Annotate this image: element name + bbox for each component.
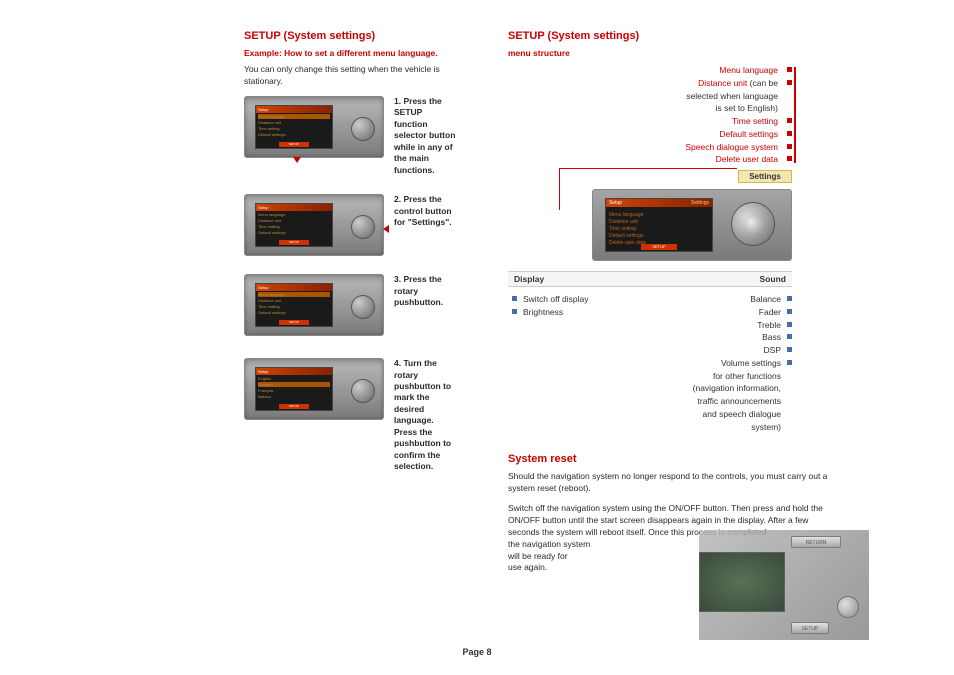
display-item-brightness: Brightness	[523, 306, 563, 319]
big-knob-icon	[731, 202, 775, 246]
tree-default-settings: Default settings	[719, 129, 778, 139]
lcd-header-4: Setup	[256, 368, 332, 375]
heading-system-reset: System reset	[508, 453, 832, 465]
lcd-header-3: Setup	[256, 284, 332, 291]
sound-line5: and speech dialogue	[703, 408, 781, 421]
big-lcd: SetupSettings Menu language Distance uni…	[605, 198, 713, 252]
corner-device-image: RETURN SETUP	[699, 530, 869, 640]
arrow-left-icon	[383, 225, 389, 233]
lcd-3: Setup Menu language Distance unit Time s…	[255, 283, 333, 327]
arrow-down-icon	[293, 157, 301, 163]
tree-dist-line2: selected when language	[686, 91, 778, 101]
display-header: Display	[514, 274, 544, 284]
knob-icon	[351, 117, 375, 141]
lcd-header-1: Setup	[256, 106, 332, 113]
step-2-row: Setup Menu language Distance unit Time s…	[244, 194, 456, 256]
sound-line4: traffic announcements	[698, 395, 781, 408]
tree-time-setting: Time setting	[732, 116, 778, 126]
step-3-row: Setup Menu language Distance unit Time s…	[244, 274, 456, 336]
display-item-switch-off: Switch off display	[523, 293, 589, 306]
subhead-menu-structure: menu structure	[508, 48, 832, 58]
settings-label-block: Settings	[738, 170, 792, 183]
step-1-row: Setup Menu language Distance unit Time s…	[244, 96, 456, 176]
step-4-text: 4. Turn the rotary pushbutton to mark th…	[394, 358, 456, 473]
tree-speech-dialogue: Speech dialogue system	[685, 142, 778, 152]
tree-distance-unit: Distance unit (can be	[698, 78, 778, 88]
intro-text: You can only change this setting when th…	[244, 64, 456, 88]
sound-dsp: DSP	[764, 344, 781, 357]
knob-icon	[351, 379, 375, 403]
display-sound-header: Display Sound	[508, 271, 792, 287]
lcd-2: Setup Menu language Distance unit Time s…	[255, 203, 333, 247]
tree-dist-line3: is set to English)	[716, 103, 778, 113]
tree-delete-user-data: Delete user data	[716, 154, 778, 164]
power-button-icon	[837, 596, 859, 618]
sound-bass: Bass	[762, 331, 781, 344]
big-nav-screen: SetupSettings Menu language Distance uni…	[592, 189, 792, 261]
step-1-text: 1. Press the SETUP function selector but…	[394, 96, 456, 176]
page-number: Page 8	[462, 647, 491, 657]
step-4-row: Setup English Deutsch Français Italiano …	[244, 358, 456, 473]
lcd-4: Setup English Deutsch Français Italiano …	[255, 367, 333, 411]
sound-list: Balance Fader Treble Bass DSP Volume set…	[650, 293, 792, 433]
step-3-text: 3. Press the rotary pushbutton.	[394, 274, 456, 308]
sound-fader: Fader	[759, 306, 781, 319]
sound-volume: Volume settings	[721, 357, 781, 370]
sound-line2: for other functions	[713, 370, 781, 383]
left-column: SETUP (System settings) Example: How to …	[0, 30, 476, 582]
lcd-1: Setup Menu language Distance unit Time s…	[255, 105, 333, 149]
display-sound-columns: Switch off display Brightness Balance Fa…	[508, 293, 792, 433]
knob-icon	[351, 215, 375, 239]
sound-line3: (navigation information,	[693, 382, 781, 395]
sound-balance: Balance	[750, 293, 781, 306]
sound-header: Sound	[760, 274, 786, 284]
nav-screen-3: Setup Menu language Distance unit Time s…	[244, 274, 384, 336]
page: SETUP (System settings) Example: How to …	[0, 0, 954, 582]
menu-tree: Menu language Distance unit (can be sele…	[508, 64, 832, 166]
display-list: Switch off display Brightness	[508, 293, 650, 433]
nav-screen-1: Setup Menu language Distance unit Time s…	[244, 96, 384, 158]
heading-setup-right: SETUP (System settings)	[508, 30, 832, 42]
step-2-text: 2. Press the control button for "Setting…	[394, 194, 456, 228]
tree-menu-language: Menu language	[719, 65, 778, 75]
right-column: SETUP (System settings) menu structure M…	[476, 30, 952, 582]
reset-p1: Should the navigation system no longer r…	[508, 471, 832, 495]
subhead-example: Example: How to set a different menu lan…	[244, 48, 456, 58]
heading-setup-left: SETUP (System settings)	[244, 30, 456, 42]
sound-line6: system)	[751, 421, 781, 434]
knob-icon	[351, 295, 375, 319]
tree-rail	[794, 67, 796, 163]
nav-screen-2: Setup Menu language Distance unit Time s…	[244, 194, 384, 256]
lcd-header-2: Setup	[256, 204, 332, 211]
nav-screen-4: Setup English Deutsch Français Italiano …	[244, 358, 384, 420]
sound-treble: Treble	[757, 319, 781, 332]
